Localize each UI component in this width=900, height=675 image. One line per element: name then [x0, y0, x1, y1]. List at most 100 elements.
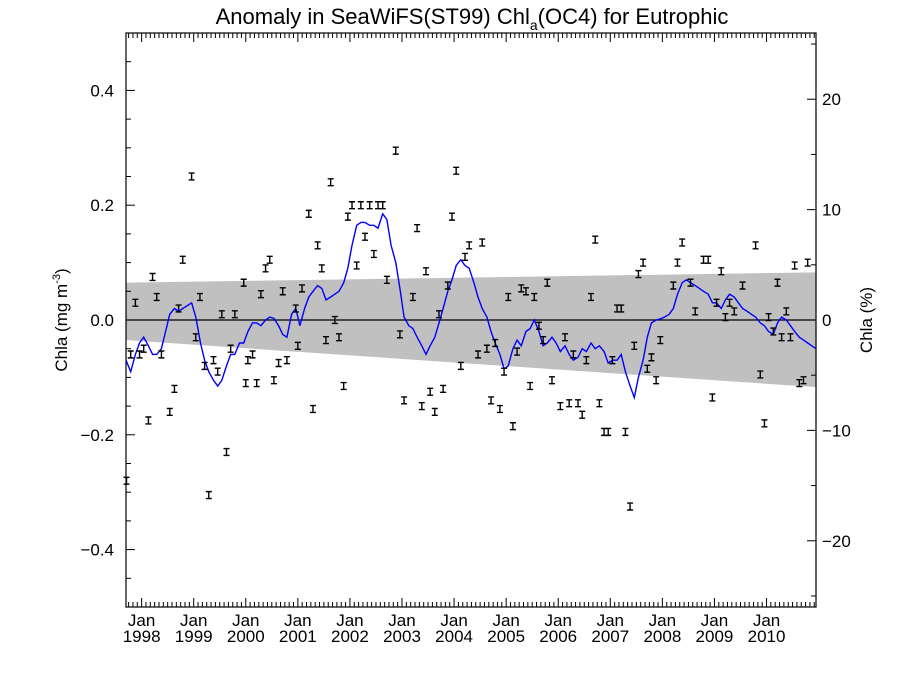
- data-errorbar: [362, 232, 369, 241]
- y-left-tick-label: 0.0: [90, 311, 114, 330]
- data-errorbar: [309, 404, 316, 414]
- x-tick-label-month: Jan: [440, 611, 467, 630]
- data-errorbar: [205, 490, 212, 500]
- data-errorbar: [214, 367, 221, 376]
- data-errorbar: [527, 381, 534, 391]
- data-errorbar: [453, 166, 460, 175]
- data-errorbar: [370, 249, 377, 259]
- data-errorbar: [770, 327, 777, 336]
- x-tick-label-month: Jan: [128, 611, 155, 630]
- data-errorbar: [540, 335, 547, 345]
- data-errorbar: [127, 350, 134, 359]
- data-errorbar: [331, 315, 338, 325]
- data-errorbar: [366, 201, 373, 210]
- data-errorbar: [357, 201, 364, 210]
- data-errorbar: [379, 201, 386, 210]
- data-errorbar: [653, 376, 660, 385]
- data-errorbar: [396, 330, 403, 339]
- data-errorbar: [752, 241, 759, 250]
- data-errorbar: [166, 407, 173, 416]
- data-errorbar: [244, 356, 251, 365]
- data-errorbar: [292, 304, 299, 313]
- data-errorbar: [579, 410, 586, 419]
- data-errorbar: [210, 356, 217, 365]
- data-errorbar: [444, 281, 451, 290]
- data-errorbar: [674, 258, 681, 267]
- data-errorbar: [778, 333, 785, 342]
- data-errorbar: [722, 312, 729, 322]
- data-errorbar: [596, 399, 603, 408]
- data-errorbar: [314, 241, 321, 250]
- data-errorbar: [153, 292, 160, 302]
- data-errorbar: [522, 287, 529, 296]
- x-tick-label-year: 2007: [591, 627, 629, 646]
- data-errorbar: [757, 370, 764, 379]
- data-errorbar: [218, 310, 225, 319]
- title-main: Anomaly in SeaWiFS(ST99) Chl: [216, 4, 530, 29]
- data-errorbar: [575, 399, 582, 408]
- data-errorbar: [804, 258, 811, 267]
- data-errorbar: [175, 304, 182, 313]
- x-tick-label-year: 2006: [539, 627, 577, 646]
- y-right-tick-label: 10: [822, 201, 841, 220]
- data-errorbar: [299, 284, 306, 293]
- y-right-tick-label: 20: [822, 90, 841, 109]
- data-errorbar: [266, 255, 273, 264]
- data-errorbar: [383, 275, 390, 284]
- data-errorbar: [305, 209, 312, 218]
- data-errorbar: [488, 396, 495, 405]
- data-errorbar: [570, 350, 577, 359]
- data-errorbar: [179, 255, 186, 264]
- data-errorbar: [783, 307, 790, 316]
- data-errorbar: [145, 416, 152, 425]
- plot-area: Jan1998Jan1999Jan2000Jan2001Jan2002Jan20…: [80, 32, 851, 646]
- data-errorbar: [188, 172, 195, 181]
- data-errorbar: [344, 212, 351, 221]
- data-errorbar: [505, 292, 512, 302]
- data-errorbar: [422, 267, 429, 276]
- x-tick-label-month: Jan: [597, 611, 624, 630]
- data-errorbar: [462, 252, 469, 262]
- data-errorbar: [544, 278, 551, 287]
- data-errorbar: [192, 333, 199, 342]
- data-errorbar: [618, 304, 625, 313]
- data-errorbar: [509, 422, 516, 431]
- data-errorbar: [501, 367, 508, 376]
- data-errorbar: [223, 447, 230, 457]
- x-tick-label-month: Jan: [336, 611, 363, 630]
- data-errorbar: [392, 146, 399, 155]
- trend-band: [126, 272, 816, 388]
- data-errorbar: [761, 419, 768, 428]
- data-errorbar: [457, 361, 464, 371]
- y-right-tick-label: 0: [822, 311, 831, 330]
- x-tick-label-month: Jan: [180, 611, 207, 630]
- x-tick-label-year: 2008: [643, 627, 681, 646]
- data-errorbar: [774, 278, 781, 287]
- x-tick-label-month: Jan: [649, 611, 676, 630]
- data-errorbar: [327, 178, 334, 187]
- svg-text:Chla (mg m-3): Chla (mg m-3): [51, 268, 71, 371]
- data-errorbar: [605, 427, 612, 437]
- x-tick-label-month: Jan: [545, 611, 572, 630]
- data-errorbar: [787, 333, 794, 342]
- data-errorbar: [709, 393, 716, 402]
- x-tick-label-year: 1998: [123, 627, 161, 646]
- x-tick-label-month: Jan: [701, 611, 728, 630]
- data-errorbar: [561, 333, 568, 342]
- data-errorbar: [440, 384, 447, 394]
- data-errorbar: [514, 347, 521, 356]
- x-tick-label-month: Jan: [232, 611, 259, 630]
- data-errorbar: [670, 281, 677, 290]
- data-errorbar: [318, 264, 325, 273]
- data-errorbar: [427, 387, 434, 396]
- data-errorbar: [123, 476, 130, 485]
- anomaly-line: [125, 212, 817, 401]
- data-errorbar: [492, 338, 499, 348]
- data-errorbar: [353, 261, 360, 270]
- data-errorbar: [375, 201, 382, 210]
- data-errorbar: [479, 238, 486, 247]
- data-errorbar: [483, 344, 490, 353]
- data-errorbar: [588, 292, 595, 302]
- x-tick-label-year: 2010: [748, 627, 786, 646]
- data-errorbar: [340, 381, 347, 391]
